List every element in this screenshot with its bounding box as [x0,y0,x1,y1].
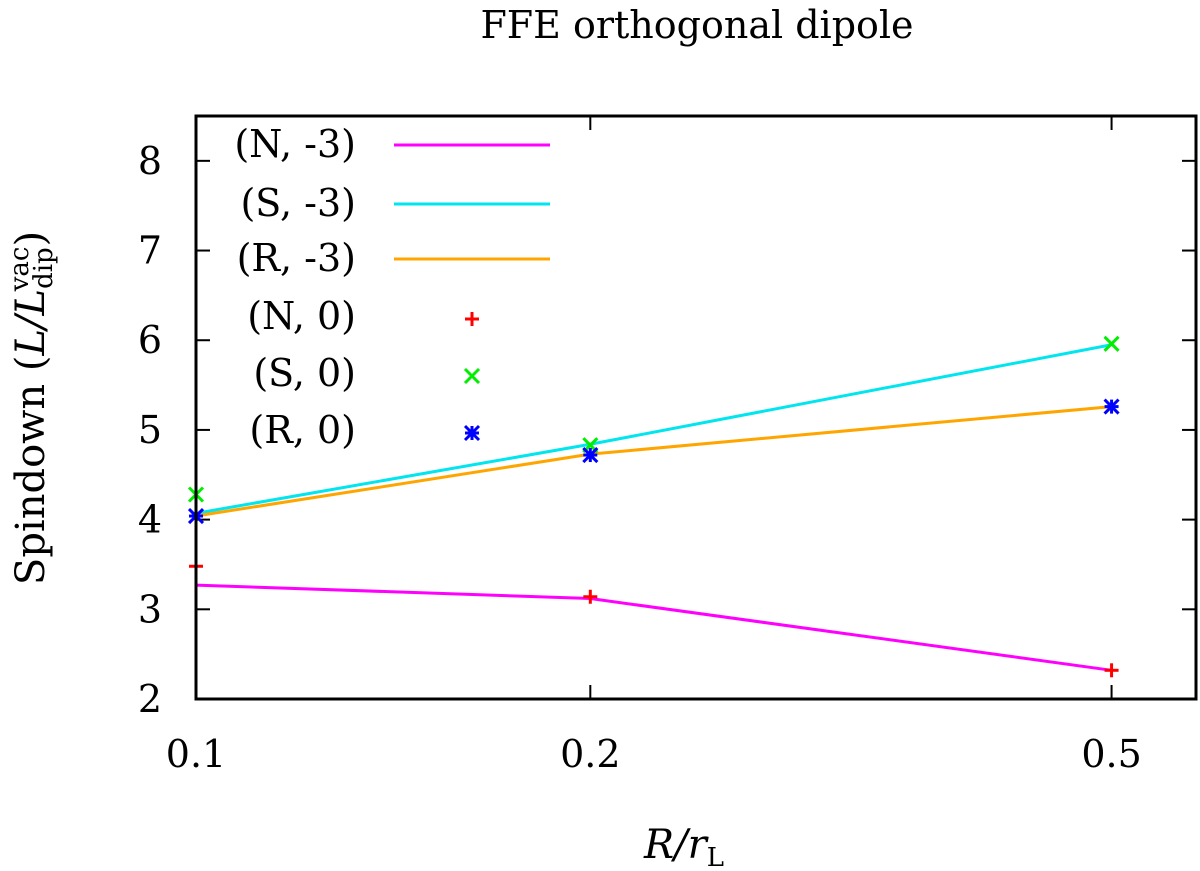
y-tick-label: 4 [138,498,162,542]
legend-label: (R, 0) [249,408,356,452]
legend-label: (N, 0) [247,294,356,338]
y-tick-label: 2 [138,677,162,721]
y-tick-label: 6 [138,318,162,362]
legend-swatch-marker [465,312,479,326]
series-line [195,583,1112,672]
x-tick-label: 0.2 [560,732,620,776]
chart-title: FFE orthogonal dipole [480,3,913,47]
y-axis-label: Spindown (L/Ldipvac) [5,231,59,585]
data-point [1104,663,1119,678]
legend-label: (R, -3) [237,236,356,280]
x-axis-label: R/rL [643,822,724,871]
axis-ticks: 2 3 4 5 6 7 8 0.1 0.2 0.5 [138,116,1196,776]
legend-label: (S, -3) [240,181,356,225]
legend-swatch-marker [463,424,481,442]
y-tick-label: 5 [138,408,162,452]
plot-frame [194,114,1198,701]
y-tick-label: 7 [138,229,162,273]
y-tick-label: 8 [138,139,162,183]
data-point [1103,398,1120,415]
x-tick-label: 0.1 [166,732,226,776]
data-point [582,446,599,464]
data-point [1103,335,1120,352]
legend-swatch-marker [463,367,481,385]
legend-label: (N, -3) [234,122,356,166]
plot-area [187,335,1120,678]
y-tick-label: 3 [138,587,162,631]
legend: (N, -3) (S, -3) (R, -3) (N, 0) (S, 0) (R, 0) [234,122,550,452]
legend-label: (S, 0) [253,351,356,395]
data-point [583,589,598,604]
x-tick-label: 0.5 [1081,732,1141,776]
